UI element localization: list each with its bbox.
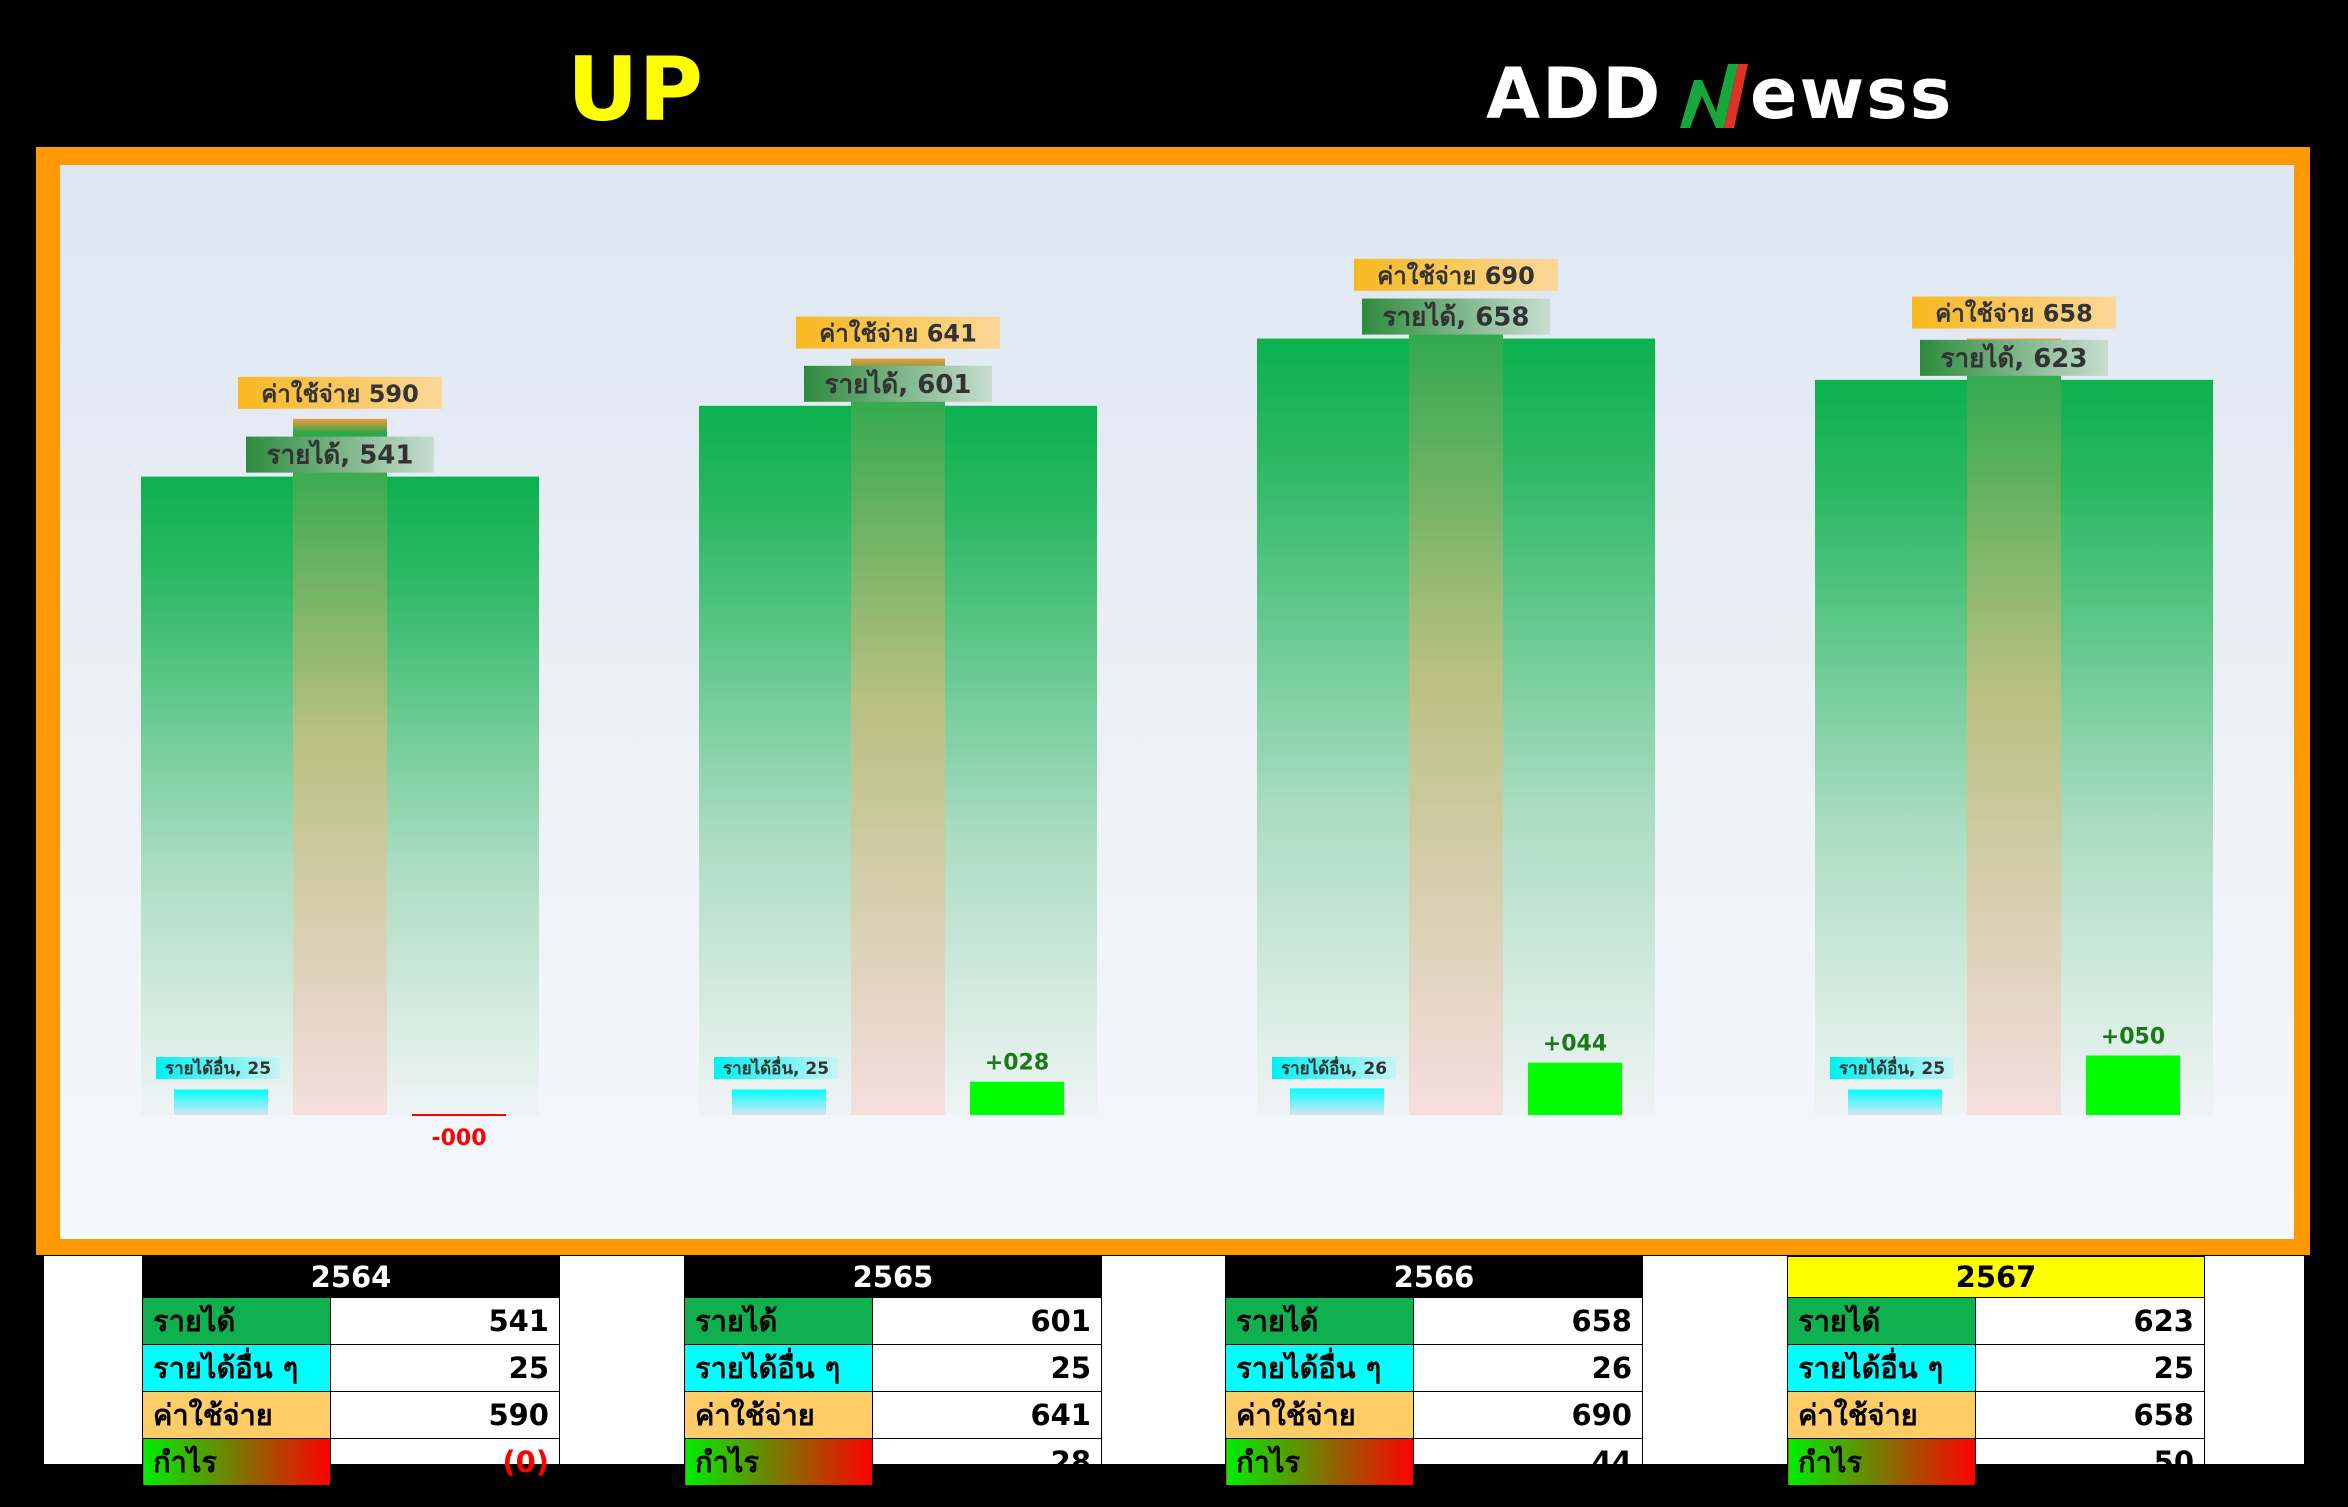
- revenue-data-label: รายได้, 601: [825, 368, 972, 400]
- revenue-label-box: [1920, 339, 2108, 376]
- profit-bar: [970, 1081, 1064, 1115]
- profit-label: +028: [985, 1051, 1049, 1076]
- expense-data-label: ค่าใช้จ่าย 641: [819, 319, 977, 348]
- expense-label: ค่าใช้จ่าย: [142, 1391, 331, 1439]
- profit-label: กำไร: [1225, 1438, 1414, 1486]
- expense-label: ค่าใช้จ่าย: [1225, 1391, 1414, 1439]
- other-income-bar: [1848, 1089, 1942, 1115]
- year-table: 2565 รายได้ 601 รายได้อื่น ๆ 25 ค่าใช้จ่าย…: [684, 1256, 1103, 1486]
- profit-label: -000: [431, 1126, 486, 1151]
- revenue-data-label: รายได้, 658: [1383, 301, 1530, 333]
- expense-bar: [293, 418, 387, 1115]
- other-income-label-box: [1272, 1057, 1396, 1079]
- profit-label: กำไร: [1787, 1438, 1976, 1486]
- other-income-label-box: [156, 1057, 280, 1079]
- other-income-data-label: รายได้อื่น, 25: [723, 1056, 829, 1079]
- profit-value: 28: [871, 1438, 1103, 1486]
- revenue-data-label: รายได้, 623: [1941, 342, 2088, 374]
- bar-chart: -000 ค่าใช้จ่าย 590 รายได้, 541 รายได้อื่น,…: [141, 258, 2213, 1151]
- addnewss-logo: ADD ewss: [1480, 40, 2060, 140]
- expense-label: ค่าใช้จ่าย: [684, 1391, 873, 1439]
- year-table: 2566 รายได้ 658 รายได้อื่น ๆ 26 ค่าใช้จ่าย…: [1225, 1256, 1644, 1486]
- expense-data-label: ค่าใช้จ่าย 690: [1377, 261, 1535, 290]
- other-income-label: รายได้อื่น ๆ: [684, 1344, 873, 1392]
- other-income-value: 26: [1412, 1344, 1644, 1392]
- revenue-value: 623: [1974, 1297, 2206, 1345]
- revenue-label: รายได้: [1225, 1297, 1414, 1345]
- expense-label: ค่าใช้จ่าย: [1787, 1391, 1976, 1439]
- expense-bar: [1967, 338, 2061, 1115]
- chart-plot-area: -000 ค่าใช้จ่าย 590 รายได้, 541 รายได้อื่น,…: [60, 165, 2294, 1239]
- expense-label-box: [796, 316, 1000, 349]
- revenue-data-label: รายได้, 541: [267, 439, 414, 471]
- other-income-bar: [1290, 1088, 1384, 1115]
- year-table: 2567 รายได้ 623 รายได้อื่น ๆ 25 ค่าใช้จ่าย…: [1787, 1256, 2206, 1486]
- other-income-bar: [732, 1089, 826, 1115]
- profit-label: +050: [2101, 1025, 2165, 1050]
- profit-bar: [2086, 1055, 2180, 1115]
- expense-value: 641: [871, 1391, 1103, 1439]
- year-header: 2565: [684, 1256, 1102, 1298]
- year-table: 2564 รายได้ 541 รายได้อื่น ๆ 25 ค่าใช้จ่าย…: [142, 1256, 561, 1486]
- profit-label: กำไร: [684, 1438, 873, 1486]
- expense-value: 690: [1412, 1391, 1644, 1439]
- expense-data-label: ค่าใช้จ่าย 658: [1935, 299, 2093, 328]
- svg-text:ewss: ewss: [1750, 53, 1953, 135]
- profit-value: 44: [1412, 1438, 1644, 1486]
- other-income-data-label: รายได้อื่น, 25: [1839, 1056, 1945, 1079]
- expense-value: 658: [1974, 1391, 2206, 1439]
- other-income-label: รายได้อื่น ๆ: [1225, 1344, 1414, 1392]
- expense-label-box: [1912, 296, 2116, 329]
- revenue-label: รายได้: [1787, 1297, 1976, 1345]
- profit-bar: [1528, 1062, 1622, 1115]
- profit-label: กำไร: [142, 1438, 331, 1486]
- other-income-label: รายได้อื่น ๆ: [142, 1344, 331, 1392]
- revenue-label-box: [1362, 298, 1550, 335]
- revenue-label-box: [246, 436, 434, 473]
- revenue-label: รายได้: [142, 1297, 331, 1345]
- revenue-label: รายได้: [684, 1297, 873, 1345]
- expense-bar: [851, 358, 945, 1115]
- other-income-value: 25: [871, 1344, 1103, 1392]
- summary-tables: 2564 รายได้ 541 รายได้อื่น ๆ 25 ค่าใช้จ่าย…: [44, 1256, 2304, 1486]
- revenue-value: 658: [1412, 1297, 1644, 1345]
- company-ticker-title: UP: [567, 38, 703, 141]
- svg-text:ADD: ADD: [1486, 53, 1662, 135]
- revenue-value: 601: [871, 1297, 1103, 1345]
- expense-data-label: ค่าใช้จ่าย 590: [261, 379, 419, 408]
- other-income-label-box: [1830, 1057, 1954, 1079]
- profit-bar: [412, 1114, 506, 1116]
- year-header: 2567: [1787, 1256, 2205, 1298]
- other-income-label: รายได้อื่น ๆ: [1787, 1344, 1976, 1392]
- other-income-value: 25: [329, 1344, 561, 1392]
- expense-bar: [1409, 300, 1503, 1115]
- expense-label-box: [238, 376, 442, 409]
- other-income-value: 25: [1974, 1344, 2206, 1392]
- revenue-label-box: [804, 365, 992, 402]
- profit-value: 50: [1974, 1438, 2206, 1486]
- revenue-value: 541: [329, 1297, 561, 1345]
- expense-label-box: [1354, 258, 1558, 291]
- year-header: 2566: [1225, 1256, 1643, 1298]
- other-income-label-box: [714, 1057, 838, 1079]
- year-header: 2564: [142, 1256, 560, 1298]
- other-income-data-label: รายได้อื่น, 26: [1281, 1056, 1387, 1079]
- other-income-bar: [174, 1089, 268, 1115]
- other-income-data-label: รายได้อื่น, 25: [165, 1056, 271, 1079]
- profit-label: +044: [1543, 1032, 1607, 1057]
- profit-value: (0): [329, 1438, 561, 1486]
- expense-value: 590: [329, 1391, 561, 1439]
